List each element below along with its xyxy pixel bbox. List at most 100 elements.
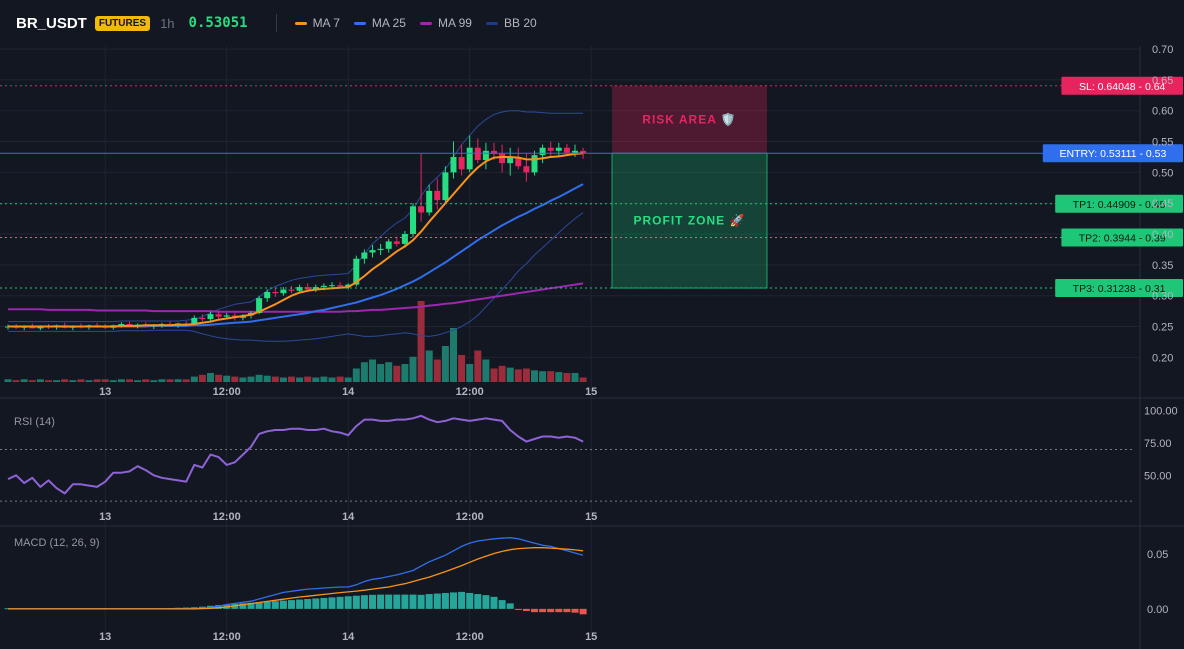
macd-histogram-bar [571,608,579,613]
macd-histogram-bar [531,608,538,613]
macd-histogram-bar [182,607,190,609]
volume-bar [450,328,457,382]
candle-body [215,314,222,317]
candle-body [264,291,271,299]
time-tick-label: 12:00 [456,631,484,643]
timeframe-label[interactable]: 1h [160,15,175,31]
volume-bar [466,364,474,382]
macd-histogram-bar [466,592,474,609]
macd-histogram-bar [555,608,563,613]
rsi-tick-label: 75.00 [1144,438,1172,450]
candle-body [288,289,295,291]
candle-body [320,285,327,288]
candle-body [418,206,425,213]
risk-area-label: RISK AREA 🛡️ [642,112,736,126]
time-tick-label: 15 [585,386,597,398]
symbol-title[interactable]: BR_USDT [16,14,87,32]
legend-label: BB 20 [503,16,537,30]
volume-bar [117,379,125,382]
legend-item-ma-99[interactable]: MA 99 [419,16,472,30]
time-tick-label: 13 [99,386,111,398]
volume-bar [174,379,182,382]
level-badge-tp3 [1055,279,1183,298]
candle-body [304,287,311,290]
level-label-sl: SL: 0.64048 - 0.64 [1079,81,1166,93]
volume-bar [369,359,376,382]
volume-bar [320,376,328,382]
volume-bar [555,372,563,382]
candle-body [458,156,465,170]
time-tick-label: 14 [342,511,355,523]
candle-body [401,234,408,244]
volume-bar [328,377,336,382]
candle-body [337,285,344,287]
time-tick-label: 12:00 [456,511,484,523]
time-tick-label: 13 [99,631,111,643]
futures-badge: FUTURES [94,15,151,31]
legend-item-bb-20[interactable]: BB 20 [485,16,537,30]
rsi-tick-label: 50.00 [1144,470,1172,482]
macd-histogram-bar [344,596,352,609]
macd-histogram-bar [215,605,223,609]
volume-bar [247,376,255,382]
volume-bar [182,379,190,382]
volume-bar [514,369,522,382]
candle-body [393,241,400,244]
bb-upper-line [8,110,584,323]
macd-histogram-bar [498,600,506,609]
macd-histogram-bar [458,591,466,609]
volume-bar [53,380,61,382]
macd-histogram-bar [417,594,425,609]
rsi-title: RSI (14) [14,416,55,428]
macd-histogram-bar [506,603,514,609]
macd-histogram-bar [401,594,409,609]
legend-item-ma-7[interactable]: MA 7 [294,16,340,30]
level-badge-tp1 [1055,194,1183,213]
macd-histogram-bar [539,608,547,613]
candle-body [256,298,263,313]
legend-item-ma-25[interactable]: MA 25 [353,16,406,30]
volume-bar [45,380,52,382]
volume-bar [433,359,441,382]
profit-zone-label: PROFIT ZONE 🚀 [634,214,746,228]
candle-body [118,324,125,326]
ma25-line [8,183,584,328]
volume-bar [288,376,295,382]
volume-bar [4,379,12,382]
candle-body [547,147,554,151]
volume-bar [190,376,198,382]
level-label-entry: ENTRY: 0.53111 - 0.53 [1059,148,1166,160]
candle-body [345,284,352,287]
legend-swatch [294,21,307,25]
macd-histogram-bar [441,592,449,609]
macd-histogram-bar [482,595,490,609]
macd-tick-label: 0.05 [1147,549,1168,561]
volume-bar [458,355,466,382]
macd-histogram-bar [433,593,441,609]
volume-bar [490,368,498,382]
volume-bar [158,379,166,382]
ma99-line [8,282,584,313]
volume-bar [563,373,571,382]
price-tick-label: 0.40 [1152,229,1173,241]
macd-signal-line [8,547,584,610]
macd-histogram-bar [312,598,320,609]
price-tick-label: 0.50 [1152,167,1173,179]
candle-body [474,147,481,161]
volume-bar [109,380,117,382]
volume-bar [539,371,547,382]
level-label-tp1: TP1: 0.44909 - 0.45 [1073,199,1166,211]
macd-histogram-bar [522,608,530,612]
header-divider [275,14,277,32]
candle-body [572,150,578,153]
volume-bar [425,350,433,382]
volume-bar [279,377,287,382]
candle-body [563,147,570,153]
macd-histogram-bar [239,603,247,609]
ma7-line [8,152,584,328]
price-tick-label: 0.25 [1152,322,1173,334]
macd-histogram-bar [393,594,401,609]
macd-histogram-bar [296,599,304,609]
legend-label: MA 99 [437,16,472,30]
